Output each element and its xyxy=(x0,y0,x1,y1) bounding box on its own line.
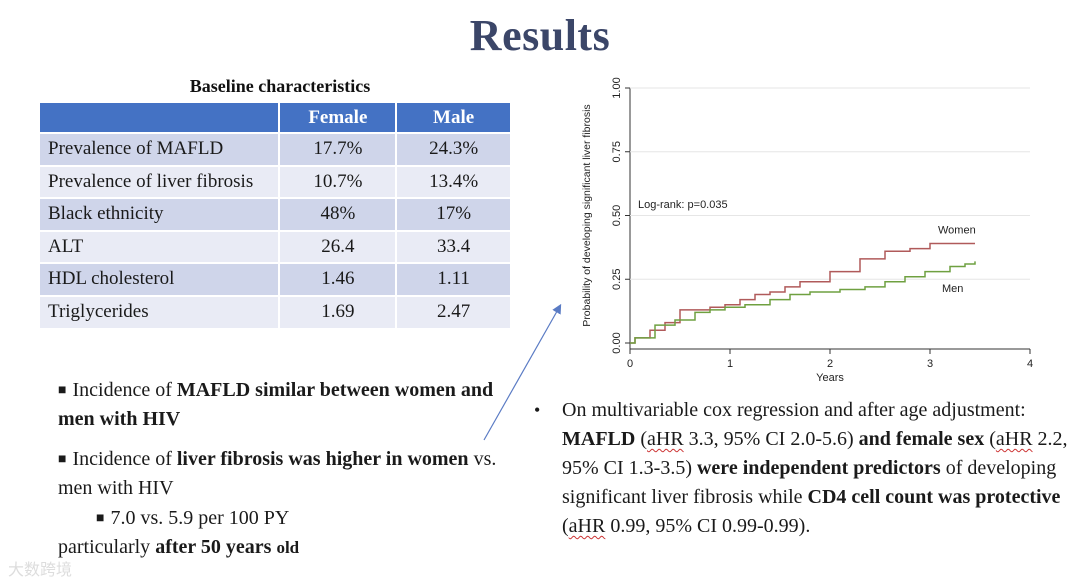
text-run: aHR xyxy=(995,428,1033,450)
header-cell xyxy=(40,103,281,133)
x-tick-label: 2 xyxy=(827,358,833,370)
text-run: On multivariable cox regression and afte… xyxy=(562,399,1026,421)
table-row: HDL cholesterol 1.46 1.11 xyxy=(40,262,512,296)
bullet-text: Incidence of xyxy=(72,448,177,470)
series-label-women: Women xyxy=(938,224,976,236)
series-label-men: Men xyxy=(942,283,963,295)
row-label: Triglycerides xyxy=(40,294,281,328)
km-curve-chart: 4 3 2 1 0 1.00 0.75 0.50 0.25 0.00 Probability of… xyxy=(581,77,1033,384)
table-row: Prevalence of liver fibrosis 10.7% 13.4% xyxy=(40,164,512,198)
bullet-text-block: On multivariable cox regression and afte… xyxy=(562,396,1074,541)
x-tick-label: 3 xyxy=(927,358,933,370)
y-tick-label: 0.00 xyxy=(611,332,623,353)
y-tick-label: 1.00 xyxy=(611,77,623,98)
bullet-text: Incidence of xyxy=(72,379,177,401)
x-tick-label: 0 xyxy=(627,358,633,370)
bullet-mafld: ■ Incidence of MAFLD similar between wome… xyxy=(58,376,498,433)
text-run: ( xyxy=(984,428,996,450)
x-axis-label: Years xyxy=(816,372,844,384)
series-line-women xyxy=(630,242,975,344)
bullet-bold-text: old xyxy=(276,538,300,557)
table-row: ALT 26.4 33.4 xyxy=(40,229,512,263)
row-label: ALT xyxy=(40,229,281,263)
y-tick-label: 0.25 xyxy=(611,269,623,290)
bullet-text: 7.0 vs. 5.9 per 100 PY xyxy=(110,507,290,529)
row-label: Prevalence of liver fibrosis xyxy=(40,164,281,198)
bullet-text: particularly xyxy=(58,536,156,558)
y-axis-label: Probability of developing significant li… xyxy=(581,104,593,326)
header-cell-female: Female xyxy=(279,103,398,133)
square-bullet-icon: ■ xyxy=(58,383,67,398)
text-run: of developing significant liver fibrosis… xyxy=(562,457,1057,508)
bullet-fibrosis: ■ Incidence of liver fibrosis was higher … xyxy=(58,445,498,502)
text-run-bold: CD4 cell count was protective xyxy=(807,486,1061,508)
row-label: Prevalence of MAFLD xyxy=(40,132,281,166)
text-run: aHR xyxy=(568,515,606,537)
table-caption: Baseline characteristics xyxy=(189,76,371,96)
text-run: aHR xyxy=(647,428,684,450)
text-run-bold: and female sex xyxy=(858,428,985,450)
text-run: ( xyxy=(635,428,647,450)
male-value: 2.47 xyxy=(396,294,512,328)
male-value: 17% xyxy=(396,197,512,231)
bullet-age: particularly after 50 years old xyxy=(58,533,498,562)
table-row: Black ethnicity 48% 17% xyxy=(40,197,512,231)
watermark: 大数跨境 xyxy=(8,560,73,579)
female-value: 26.4 xyxy=(279,229,398,263)
text-run-bold: were independent predictors xyxy=(696,457,941,479)
left-bullet-list: ■ Incidence of MAFLD similar between wome… xyxy=(58,376,498,562)
text-run: ( xyxy=(562,515,569,537)
header-cell-male: Male xyxy=(396,103,512,133)
text-run: 3.3, 95% CI 2.0-5.6) xyxy=(683,428,859,450)
y-tick-label: 0.50 xyxy=(611,205,623,226)
table-row: Triglycerides 1.69 2.47 xyxy=(40,294,512,328)
baseline-table: Female Male Prevalence of MAFLD 17.7% 24… xyxy=(40,103,512,328)
table-row: Prevalence of MAFLD 17.7% 24.3% xyxy=(40,132,512,166)
male-value: 1.11 xyxy=(396,262,512,296)
text-run-bold: MAFLD xyxy=(562,428,636,450)
sub-bullet-rate: ■ 7.0 vs. 5.9 per 100 PY xyxy=(96,504,498,533)
right-bullet: • On multivariable cox regression and af… xyxy=(534,396,1074,541)
y-tick-label: 0.75 xyxy=(611,141,623,162)
slide-title: Results xyxy=(469,11,611,60)
male-value: 13.4% xyxy=(396,164,512,198)
square-bullet-icon: ■ xyxy=(96,511,105,526)
logrank-annotation: Log-rank: p=0.035 xyxy=(638,199,728,211)
female-value: 1.69 xyxy=(279,294,398,328)
male-value: 33.4 xyxy=(396,229,512,263)
male-value: 24.3% xyxy=(396,132,512,166)
text-run: 0.99, 95% CI 0.99-0.99). xyxy=(605,515,811,537)
text-run: 2.2, 95% CI 1.3-3.5) xyxy=(562,428,1068,479)
row-label: HDL cholesterol xyxy=(40,262,281,296)
bullet-text: vs. men with HIV xyxy=(58,448,497,499)
female-value: 17.7% xyxy=(279,132,398,166)
female-value: 48% xyxy=(279,197,398,231)
row-label: Black ethnicity xyxy=(40,197,281,231)
series-line-men xyxy=(630,261,976,344)
table-header-row: Female Male xyxy=(40,103,512,133)
bullet-bold-text: after 50 years xyxy=(155,536,272,558)
square-bullet-icon: ■ xyxy=(58,452,67,467)
bullet-bold-text: liver fibrosis was higher in women xyxy=(176,448,469,470)
x-tick-label: 1 xyxy=(727,358,733,370)
female-value: 1.46 xyxy=(279,262,398,296)
x-tick-label: 4 xyxy=(1027,358,1033,370)
bullet-bold-text: MAFLD similar between women and men with… xyxy=(58,379,494,430)
female-value: 10.7% xyxy=(279,164,398,198)
round-bullet-icon: • xyxy=(534,400,541,420)
